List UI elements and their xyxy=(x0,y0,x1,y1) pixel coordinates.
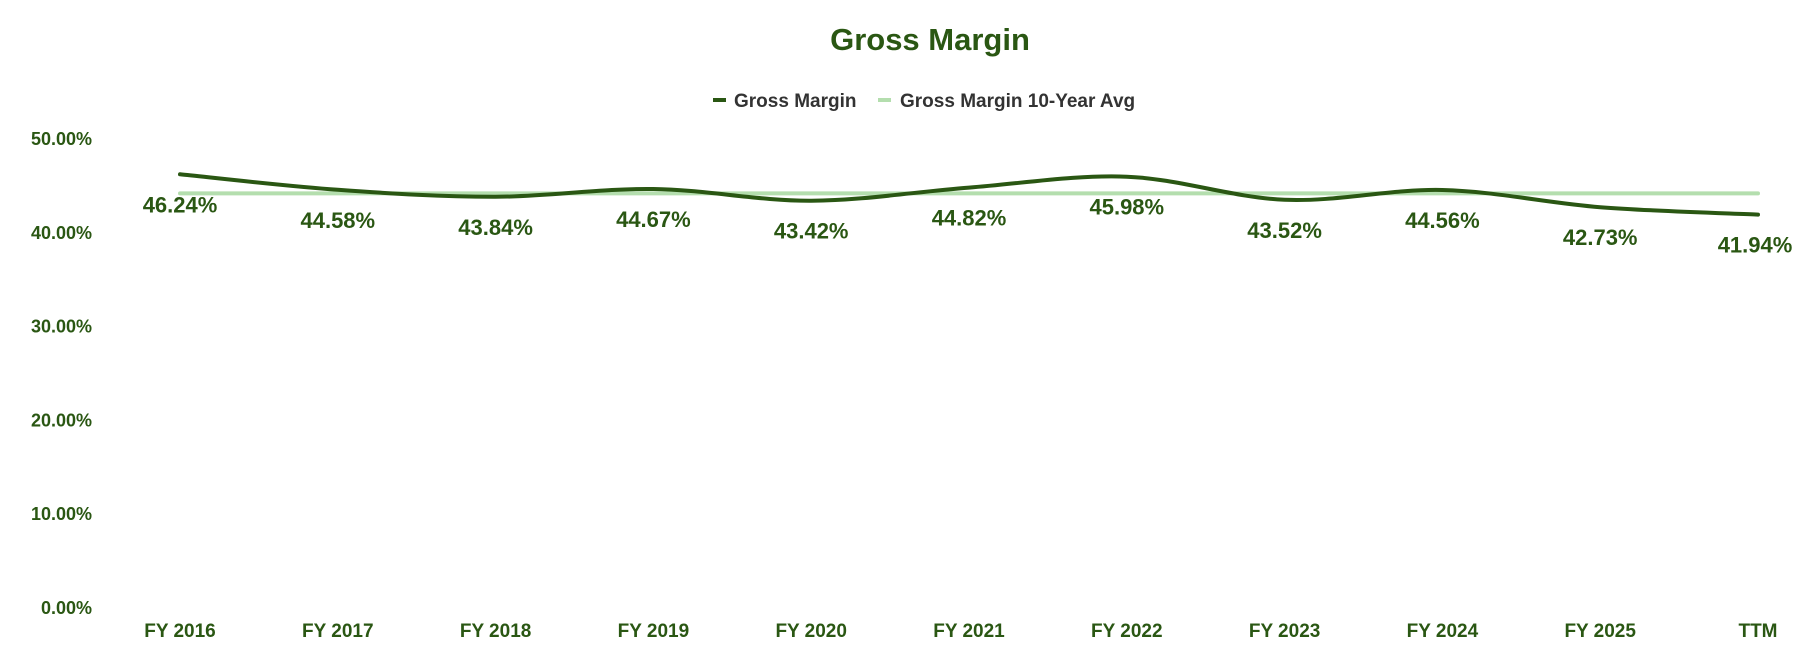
data-label: 43.52% xyxy=(1247,218,1322,243)
legend-label-gross-margin-10-year-avg: Gross Margin 10-Year Avg xyxy=(900,91,1135,112)
data-label: 41.94% xyxy=(1718,233,1793,258)
data-label: 42.73% xyxy=(1563,225,1638,250)
x-tick-label: FY 2019 xyxy=(618,621,689,642)
data-label: 44.82% xyxy=(932,206,1007,231)
x-tick-label: TTM xyxy=(1738,621,1777,642)
x-tick-label: FY 2024 xyxy=(1407,621,1479,642)
y-tick-label: 30.00% xyxy=(31,317,92,337)
series-line-layer xyxy=(178,172,1760,217)
x-tick-label: FY 2025 xyxy=(1564,621,1636,642)
y-tick-label: 50.00% xyxy=(31,129,92,149)
data-label: 45.98% xyxy=(1089,195,1164,220)
legend-label-gross-margin: Gross Margin xyxy=(734,91,856,112)
legend-swatch-gross-margin xyxy=(713,98,726,102)
data-label: 44.56% xyxy=(1405,208,1480,233)
x-tick-label: FY 2023 xyxy=(1249,621,1320,642)
chart-title: Gross Margin xyxy=(830,22,1030,57)
y-tick-label: 0.00% xyxy=(41,598,92,618)
data-label: 44.67% xyxy=(616,207,691,232)
x-tick-label: FY 2022 xyxy=(1091,621,1162,642)
x-tick-label: FY 2016 xyxy=(144,621,215,642)
y-tick-label: 20.00% xyxy=(31,410,92,430)
chart-legend: Gross Margin Gross Margin 10-Year Avg xyxy=(713,91,1135,112)
x-axis: FY 2016 FY 2017 FY 2018 FY 2019 FY 2020 FY 20… xyxy=(144,621,1777,642)
data-label: 43.84% xyxy=(458,215,533,240)
x-tick-label: FY 2018 xyxy=(460,621,531,642)
series-line-gross-margin xyxy=(178,172,1760,217)
data-label: 46.24% xyxy=(143,192,218,217)
x-tick-label: FY 2020 xyxy=(775,621,846,642)
y-axis: 50.00% 40.00% 30.00% 20.00% 10.00% 0.00% xyxy=(31,129,92,618)
data-labels-layer: 46.24% 44.58% 43.84% 44.67% 43.42% 44.82% 45.9… xyxy=(143,192,1793,257)
data-label: 44.58% xyxy=(300,208,375,233)
data-label: 43.42% xyxy=(774,219,849,244)
y-tick-label: 40.00% xyxy=(31,223,92,243)
x-tick-label: FY 2017 xyxy=(302,621,373,642)
y-tick-label: 10.00% xyxy=(31,504,92,524)
legend-swatch-gross-margin-10-year-avg xyxy=(878,98,891,102)
x-tick-label: FY 2021 xyxy=(933,621,1005,642)
